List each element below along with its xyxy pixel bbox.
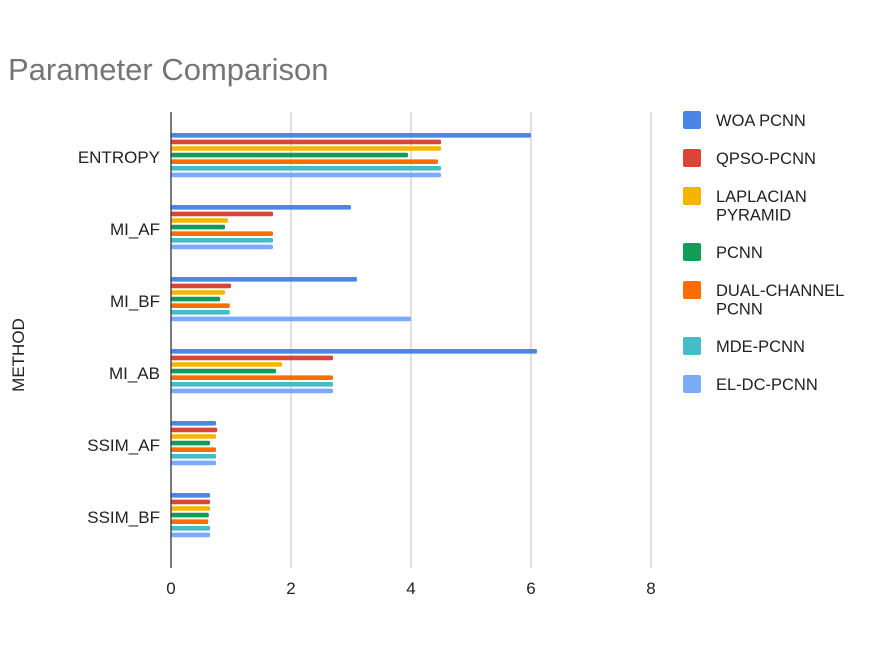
bar-mi-ab-dual-channel-pcnn (171, 375, 333, 380)
bar-entropy-el-dc-pcnn (171, 172, 441, 178)
category-label-ssim-bf: SSIM_BF (87, 508, 160, 527)
bar-mi-bf-mde-pcnn (171, 310, 230, 315)
bar-ssim-bf-pcnn (171, 512, 209, 518)
bar-mi-ab-mde-pcnn (171, 382, 333, 387)
bar-ssim-bf-woa-pcnn (171, 493, 210, 498)
category-label-entropy: ENTROPY (78, 148, 160, 167)
chart-title: Parameter Comparison (8, 52, 329, 87)
category-label-mi-af: MI_AF (110, 220, 160, 239)
bar-entropy-pcnn (171, 152, 408, 158)
bar-entropy-qpso-pcnn (171, 139, 441, 145)
x-tick-label-2: 2 (286, 579, 295, 598)
legend-label-laplacian-pyramid: PYRAMID (716, 207, 791, 225)
bar-mi-af-laplacian-pyramid (171, 218, 228, 223)
legend-swatch-mde-pcnn (683, 337, 701, 355)
bar-ssim-af-dual-channel-pcnn (171, 447, 216, 452)
bar-mi-ab-laplacian-pyramid (171, 362, 282, 367)
bar-ssim-bf-dual-channel-pcnn (171, 519, 209, 524)
bar-ssim-af-pcnn (171, 440, 210, 446)
bar-ssim-af-woa-pcnn (171, 421, 216, 426)
x-tick-label-0: 0 (166, 579, 175, 598)
bar-ssim-af-laplacian-pyramid (171, 434, 216, 439)
bar-mi-bf-laplacian-pyramid (171, 290, 225, 295)
legend-label-laplacian-pyramid: LAPLACIAN (716, 188, 807, 206)
bar-mi-bf-qpso-pcnn (171, 283, 231, 289)
bar-mi-ab-woa-pcnn (171, 349, 537, 354)
bar-entropy-dual-channel-pcnn (171, 159, 438, 164)
legend-label-el-dc-pcnn: EL-DC-PCNN (716, 376, 818, 394)
legend-label-mde-pcnn: MDE-PCNN (716, 338, 805, 356)
bar-mi-af-el-dc-pcnn (171, 244, 273, 250)
bar-ssim-bf-laplacian-pyramid (171, 506, 210, 511)
x-tick-label-4: 4 (406, 579, 415, 598)
bar-mi-af-mde-pcnn (171, 238, 273, 243)
legend-label-qpso-pcnn: QPSO-PCNN (716, 150, 816, 168)
bar-ssim-af-mde-pcnn (171, 454, 216, 459)
bar-mi-af-qpso-pcnn (171, 211, 273, 217)
legend-swatch-woa-pcnn (683, 111, 701, 129)
bar-mi-ab-el-dc-pcnn (171, 388, 333, 394)
bar-entropy-laplacian-pyramid (171, 146, 441, 151)
bar-mi-af-dual-channel-pcnn (171, 231, 273, 236)
bar-mi-af-woa-pcnn (171, 205, 351, 210)
y-axis-title: METHOD (9, 318, 28, 392)
legend-label-dual-channel-pcnn: PCNN (716, 301, 763, 319)
bar-ssim-bf-el-dc-pcnn (171, 532, 210, 538)
bar-mi-bf-dual-channel-pcnn (171, 303, 230, 308)
bar-mi-ab-pcnn (171, 368, 276, 374)
bar-ssim-af-el-dc-pcnn (171, 460, 216, 466)
bar-mi-ab-qpso-pcnn (171, 355, 333, 361)
legend-swatch-el-dc-pcnn (683, 375, 701, 393)
bar-mi-bf-el-dc-pcnn (171, 316, 411, 322)
x-tick-label-6: 6 (526, 579, 535, 598)
legend-swatch-laplacian-pyramid (683, 187, 701, 205)
bar-mi-bf-pcnn (171, 296, 221, 302)
bar-ssim-af-qpso-pcnn (171, 427, 218, 433)
category-label-ssim-af: SSIM_AF (87, 436, 160, 455)
x-tick-label-8: 8 (646, 579, 655, 598)
legend-swatch-pcnn (683, 243, 701, 261)
bar-entropy-woa-pcnn (171, 133, 531, 138)
legend-label-woa-pcnn: WOA PCNN (716, 112, 806, 130)
legend-label-pcnn: PCNN (716, 244, 763, 262)
bar-mi-bf-woa-pcnn (171, 277, 357, 282)
bar-entropy-mde-pcnn (171, 166, 441, 171)
bar-mi-af-pcnn (171, 224, 225, 230)
bar-ssim-bf-mde-pcnn (171, 526, 210, 531)
category-label-mi-ab: MI_AB (109, 364, 160, 383)
legend-swatch-qpso-pcnn (683, 149, 701, 167)
category-label-mi-bf: MI_BF (110, 292, 160, 311)
bar-ssim-bf-qpso-pcnn (171, 499, 210, 505)
legend-swatch-dual-channel-pcnn (683, 281, 701, 299)
legend-label-dual-channel-pcnn: DUAL-CHANNEL (716, 282, 844, 300)
